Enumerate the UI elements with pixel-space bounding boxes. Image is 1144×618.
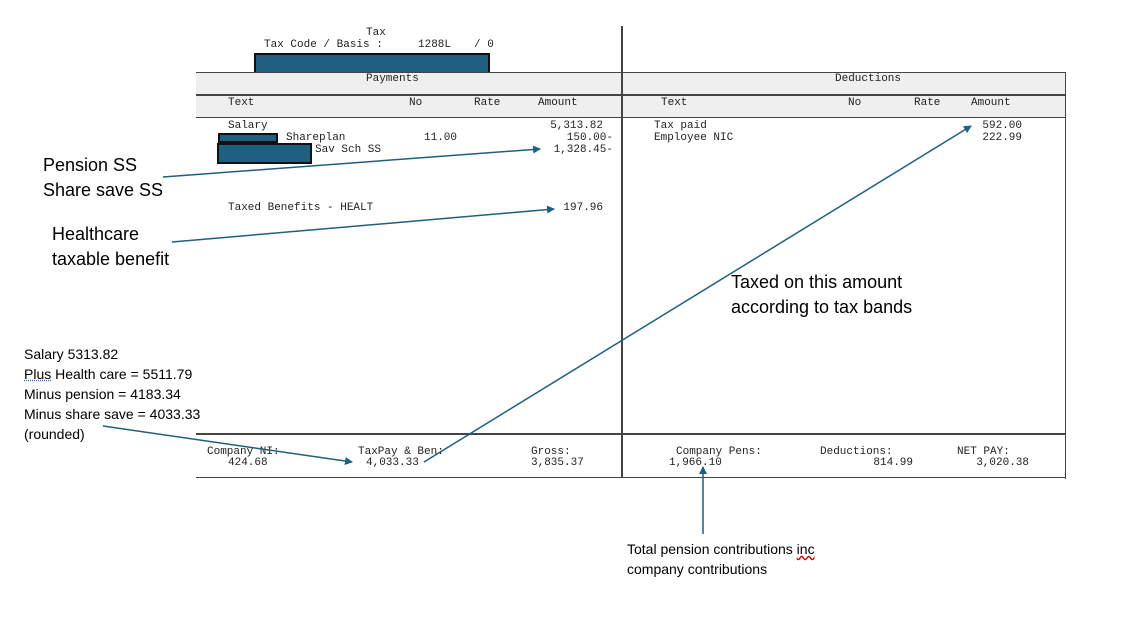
- payments-title: Payments: [366, 73, 419, 85]
- tax-basis-value: / 0: [474, 39, 494, 51]
- pens-inc-word: inc: [796, 541, 815, 557]
- payments-col-no: No: [409, 97, 423, 109]
- company-pens-value: 1,966.10: [669, 457, 722, 469]
- deductions-total-value: 814.99: [873, 457, 913, 469]
- pens-line: company contributions: [627, 561, 768, 577]
- payment-row-no: 11.00: [424, 132, 458, 144]
- gross-label: Gross:: [531, 446, 571, 458]
- payment-row-text: Shareplan: [286, 132, 346, 144]
- taxpay-ben-label: TaxPay & Ben:: [358, 446, 444, 458]
- health-annotation: Healthcare taxable benefit: [52, 222, 169, 272]
- payment-row-text: Taxed Benefits - HEALT: [228, 202, 374, 214]
- right-border: [1065, 72, 1066, 479]
- pension-annotation-line: Share save SS: [43, 180, 164, 200]
- arrow-taxpay: [102, 425, 353, 465]
- tax-code-value: 1288L: [418, 39, 452, 51]
- payment-row-text: Sav Sch SS: [315, 144, 382, 156]
- arrow-health: [171, 205, 555, 243]
- totals-bottom-rule: [196, 477, 1066, 478]
- pension-total-annotation: Total pension contributions inc company …: [627, 539, 815, 579]
- pension-annotation-line: Pension SS: [43, 155, 138, 175]
- calc-line: Minus pension = 4183.34: [24, 386, 181, 402]
- payment-row-amount: 1,328.45-: [553, 144, 613, 156]
- deductions-col-text: Text: [661, 97, 688, 109]
- deduction-row-amount: 222.99: [982, 132, 1022, 144]
- pens-line: Total pension contributions inc: [627, 539, 815, 559]
- payment-row-amount: 5,313.82: [550, 120, 603, 132]
- taxed-annotation-line: Taxed on this amount: [731, 272, 903, 292]
- deductions-title: Deductions: [835, 73, 902, 85]
- gross-value: 3,835.37: [531, 457, 584, 469]
- calc-line-rest: Health care = 5511.79: [51, 366, 193, 382]
- arrow-pension: [162, 145, 541, 178]
- calc-line: (rounded): [24, 426, 85, 442]
- tax-heading: Tax: [366, 27, 386, 39]
- column-divider: [621, 26, 623, 478]
- section-header-bar: [196, 72, 1066, 95]
- deductions-col-no: No: [848, 97, 862, 109]
- calculation-annotation: Salary 5313.82 Plus Health care = 5511.7…: [24, 344, 200, 444]
- payments-col-text: Text: [228, 97, 255, 109]
- deductions-total-label: Deductions:: [820, 446, 893, 458]
- taxpay-ben-value: 4,033.33: [366, 457, 419, 469]
- tax-code-basis-label: Tax Code / Basis :: [264, 39, 383, 51]
- health-annotation-line: Healthcare: [52, 224, 140, 244]
- deductions-col-amount: Amount: [971, 97, 1011, 109]
- calc-line: Minus share save = 4033.33: [24, 406, 201, 422]
- company-pens-label: Company Pens:: [676, 446, 762, 458]
- net-pay-label: NET PAY:: [957, 446, 1010, 458]
- pens-line-pre: Total pension contributions: [627, 541, 797, 557]
- calc-plus-word: Plus: [24, 366, 52, 382]
- redaction-block: [217, 143, 312, 164]
- deductions-col-rate: Rate: [914, 97, 941, 109]
- company-ni-value: 424.68: [228, 457, 268, 469]
- health-annotation-line: taxable benefit: [52, 249, 170, 269]
- payments-col-amount: Amount: [538, 97, 578, 109]
- payments-col-rate: Rate: [474, 97, 501, 109]
- taxed-annotation-line: according to tax bands: [731, 297, 913, 317]
- redaction-block: [218, 133, 278, 143]
- deduction-row-text: Employee NIC: [654, 132, 734, 144]
- calc-line: Salary 5313.82: [24, 346, 119, 362]
- payment-row-text: Salary: [228, 120, 268, 132]
- column-divider-header: [621, 72, 623, 117]
- calc-line: Plus Health care = 5511.79: [24, 364, 200, 384]
- pension-annotation: Pension SS Share save SS: [43, 153, 163, 203]
- net-pay-value: 3,020.38: [976, 457, 1029, 469]
- taxed-annotation: Taxed on this amount according to tax ba…: [731, 270, 912, 320]
- column-header-bar: [196, 95, 1066, 118]
- payment-row-amount: 150.00-: [566, 132, 613, 144]
- deduction-row-amount: 592.00: [982, 120, 1022, 132]
- deduction-row-text: Tax paid: [654, 120, 707, 132]
- arrow-taxed: [423, 125, 972, 463]
- totals-top-rule: [196, 433, 1066, 435]
- payment-row-amount: 197.96: [563, 202, 603, 214]
